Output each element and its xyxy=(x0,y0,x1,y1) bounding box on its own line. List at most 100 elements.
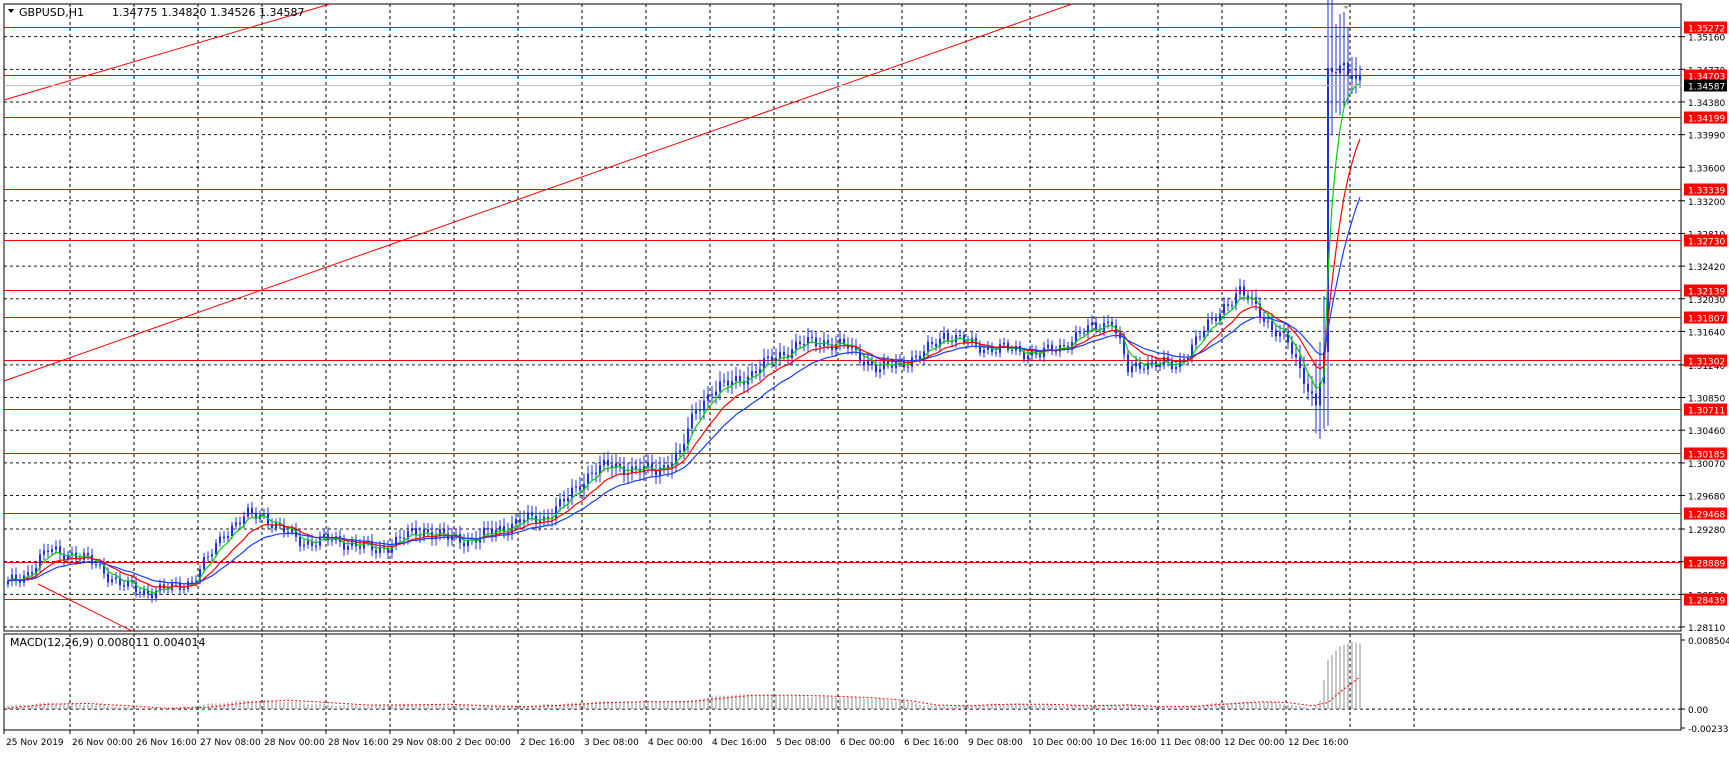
candle-body xyxy=(1027,355,1029,360)
candle-body xyxy=(667,465,669,470)
candle-body xyxy=(855,345,857,350)
time-tick-label: 5 Dec 08:00 xyxy=(776,738,831,748)
chart-menu-triangle-icon[interactable] xyxy=(8,9,14,13)
price-tick-label: 1.34380 xyxy=(1688,99,1725,109)
candle-body xyxy=(815,337,817,347)
candle-body xyxy=(1203,330,1205,337)
time-tick-label: 10 Dec 00:00 xyxy=(1032,738,1093,748)
candle-body xyxy=(891,364,893,368)
candle-body xyxy=(1003,342,1005,345)
level-tag-label: 1.32139 xyxy=(1688,288,1725,298)
candle-body xyxy=(299,536,301,547)
price-tick-label: 1.35160 xyxy=(1688,34,1725,44)
candle-body xyxy=(699,410,701,412)
candle-body xyxy=(215,543,217,555)
candle-body xyxy=(95,564,97,566)
candle-body xyxy=(575,486,577,488)
trendlines[interactable] xyxy=(3,3,1073,632)
candle-body xyxy=(1307,383,1309,392)
candle-body xyxy=(771,356,773,362)
candle-body xyxy=(1063,344,1065,347)
level-tag-bg xyxy=(1684,234,1727,247)
candle-body xyxy=(1243,286,1245,296)
candle-body xyxy=(527,512,529,520)
level-tag-bg xyxy=(1684,593,1727,606)
level-tag-label: 1.33339 xyxy=(1688,187,1725,197)
candle-body xyxy=(987,346,989,350)
time-tick-label: 3 Dec 08:00 xyxy=(584,738,639,748)
candle-body xyxy=(727,380,729,386)
candle-body xyxy=(483,527,485,538)
candle-body xyxy=(711,394,713,396)
candle-body xyxy=(723,380,725,382)
candle-body xyxy=(307,540,309,545)
candle-body xyxy=(111,579,113,583)
time-tick-label: 6 Dec 00:00 xyxy=(840,738,895,748)
trendline-lower-channel[interactable] xyxy=(3,3,1073,382)
time-tick-label: 9 Dec 08:00 xyxy=(968,738,1023,748)
price-tick-label: 1.28110 xyxy=(1688,624,1725,634)
candle-body xyxy=(143,590,145,594)
macd-tick-label: 0.008504 xyxy=(1688,637,1729,647)
time-tick-label: 28 Nov 00:00 xyxy=(264,738,325,748)
candle-body xyxy=(603,459,605,466)
candle-body xyxy=(251,507,253,514)
macd-signal-line xyxy=(7,676,1361,709)
shift-marker-icon[interactable] xyxy=(1343,6,1349,9)
candle-body xyxy=(1275,330,1277,337)
candle-body xyxy=(507,531,509,534)
macd-panel[interactable] xyxy=(3,633,1682,731)
candle-body xyxy=(751,371,753,377)
price-candles xyxy=(7,0,1361,603)
candle-body xyxy=(1187,358,1189,361)
time-axis[interactable]: 25 Nov 2019 26 Nov 00:00 26 Nov 16:00 27 No… xyxy=(3,730,1349,748)
candle-body xyxy=(587,473,589,484)
candle-body xyxy=(1211,318,1213,320)
trendline-upper-channel[interactable] xyxy=(3,3,331,101)
candle-body xyxy=(247,507,249,517)
price-tick-label: 1.32030 xyxy=(1688,296,1725,306)
candle-body xyxy=(647,462,649,467)
price-tick-label: 1.29280 xyxy=(1688,526,1725,536)
level-tag-label: 1.28439 xyxy=(1688,597,1725,607)
candle-body xyxy=(959,335,961,337)
candle-body xyxy=(715,391,717,396)
candle-body xyxy=(303,544,305,547)
candle-body xyxy=(1259,303,1261,319)
time-tick-label: 6 Dec 16:00 xyxy=(904,738,959,748)
time-tick-label: 28 Nov 16:00 xyxy=(328,738,389,748)
candle-body xyxy=(119,577,121,586)
ohlc-values: 1.34775 1.34820 1.34526 1.34587 xyxy=(112,6,304,19)
horizontal-levels[interactable] xyxy=(4,27,1681,600)
candle-body xyxy=(227,536,229,539)
candle-body xyxy=(923,351,925,360)
candle-body xyxy=(519,519,521,523)
macd-tick-label: -0.00233 xyxy=(1688,725,1728,735)
candle-body xyxy=(663,465,665,468)
candle-body xyxy=(1079,332,1081,334)
candle-body xyxy=(907,366,909,368)
trendline-down-segment[interactable] xyxy=(37,583,133,632)
candle-body xyxy=(1183,359,1185,361)
candle-body xyxy=(599,465,601,475)
candle-body xyxy=(315,545,317,547)
candle-body xyxy=(679,450,681,453)
candle-body xyxy=(427,529,429,533)
moving-averages xyxy=(7,83,1361,594)
candle-body xyxy=(1159,363,1161,367)
candle-body xyxy=(1347,62,1349,76)
candle-body xyxy=(547,516,549,519)
candle-body xyxy=(939,338,941,347)
level-tag-bg xyxy=(1684,556,1727,569)
candle-body xyxy=(759,369,761,374)
candle-body xyxy=(503,526,505,532)
candle-body xyxy=(731,381,733,386)
candle-body xyxy=(559,499,561,507)
level-tag-bg xyxy=(1684,354,1727,367)
candle-body xyxy=(415,528,417,536)
level-tag-label: 1.32730 xyxy=(1688,238,1725,248)
candle-body xyxy=(931,341,933,344)
candle-body xyxy=(695,410,697,414)
candle-body xyxy=(591,472,593,474)
